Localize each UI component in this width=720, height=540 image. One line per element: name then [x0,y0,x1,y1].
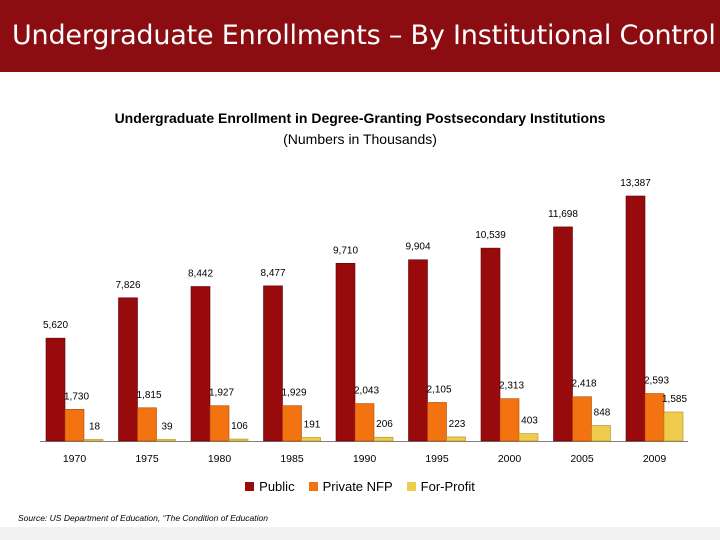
tick-label-1985: 1985 [280,453,304,465]
bar-for-profit-2009 [663,411,684,442]
title-bar: Undergraduate Enrollments – By Instituti… [0,0,720,72]
tick-label-1980: 1980 [208,453,232,465]
bar-public-2009 [625,195,646,442]
legend-item-private-nfp: Private NFP [308,479,393,494]
footer-bar [0,527,720,540]
data-label-private-nfp-1985: 1,929 [281,388,306,399]
data-label-private-nfp-2009: 2,593 [644,376,669,387]
legend-swatch-public [245,482,255,491]
data-label-private-nfp-1975: 1,815 [136,390,161,401]
data-label-public-2005: 11,698 [548,209,578,220]
bar-for-profit-1985 [301,437,321,442]
bar-private-nfp-1975 [137,407,157,442]
data-label-private-nfp-1990: 2,043 [354,386,379,397]
bar-public-1970 [45,337,66,442]
source-line-1: Source: US Department of Education, “The… [18,513,268,523]
data-label-public-1985: 8,477 [260,268,285,279]
data-label-public-1980: 8,442 [188,269,213,280]
bar-public-2000 [480,247,501,442]
data-label-for-profit-1970: 18 [89,422,101,433]
bar-for-profit-2005 [591,425,611,442]
data-label-public-1975: 7,826 [115,280,140,291]
bar-for-profit-1990 [373,436,394,442]
data-label-for-profit-2000: 403 [521,416,538,427]
legend-swatch-for-profit [406,482,416,491]
bar-private-nfp-1980 [209,405,230,442]
chart-subtitle: (Numbers in Thousands) [283,131,437,147]
bar-public-1995 [408,259,428,442]
bar-public-2005 [553,226,573,442]
data-label-for-profit-2005: 848 [594,407,611,418]
bar-public-1990 [335,262,356,442]
legend-label-private-nfp: Private NFP [322,479,393,494]
slide-title: Undergraduate Enrollments – By Instituti… [12,20,716,51]
bar-private-nfp-1990 [354,403,375,442]
legend-swatch-private-nfp [308,482,318,491]
bar-private-nfp-1985 [282,405,302,442]
bar-public-1985 [263,285,283,442]
data-label-for-profit-1975: 39 [161,422,173,433]
data-label-for-profit-1990: 206 [376,419,393,430]
bar-for-profit-1975 [156,439,176,442]
bar-for-profit-1995 [446,436,466,442]
data-label-public-1995: 9,904 [405,242,430,253]
bar-for-profit-1970 [83,439,104,442]
bar-public-1975 [118,297,138,442]
tick-label-2000: 2000 [498,453,522,465]
tick-label-1995: 1995 [425,453,449,465]
data-label-for-profit-2009: 1,585 [662,394,687,405]
bar-private-nfp-2005 [572,396,592,442]
bar-chart: 5,620 1,730 18 1970 7,826 1,815 39 1975 8,442 1,9… [40,178,688,465]
bar-private-nfp-1995 [427,402,447,442]
tick-label-2009: 2009 [643,453,667,465]
tick-label-1975: 1975 [135,453,159,465]
data-label-public-1990: 9,710 [333,245,358,256]
data-label-public-2009: 13,387 [620,178,651,189]
data-label-for-profit-1995: 223 [449,419,466,430]
legend-item-for-profit: For-Profit [406,479,475,494]
data-label-private-nfp-2000: 2,313 [499,381,524,392]
tick-label-2005: 2005 [570,453,594,465]
bar-public-1980 [190,286,211,442]
data-label-private-nfp-1970: 1,730 [64,391,89,402]
data-label-for-profit-1985: 191 [304,420,321,431]
chart-title: Undergraduate Enrollment in Degree-Grant… [114,110,606,126]
data-label-public-2000: 10,539 [475,230,506,241]
bar-private-nfp-1970 [64,409,85,442]
legend-item-public: Public [245,479,295,494]
bar-private-nfp-2000 [499,398,520,442]
data-label-private-nfp-1980: 1,927 [209,388,234,399]
data-label-for-profit-1980: 106 [231,421,248,432]
legend-label-for-profit: For-Profit [420,479,475,494]
tick-label-1970: 1970 [63,453,87,465]
data-label-private-nfp-2005: 2,418 [571,379,596,390]
bar-for-profit-2000 [518,433,539,442]
tick-label-1990: 1990 [353,453,377,465]
data-label-private-nfp-1995: 2,105 [426,384,451,395]
legend-label-public: Public [259,479,295,494]
legend: Public Private NFP For-Profit [0,479,720,494]
data-label-public-1970: 5,620 [43,320,68,331]
bar-for-profit-1980 [228,438,249,442]
